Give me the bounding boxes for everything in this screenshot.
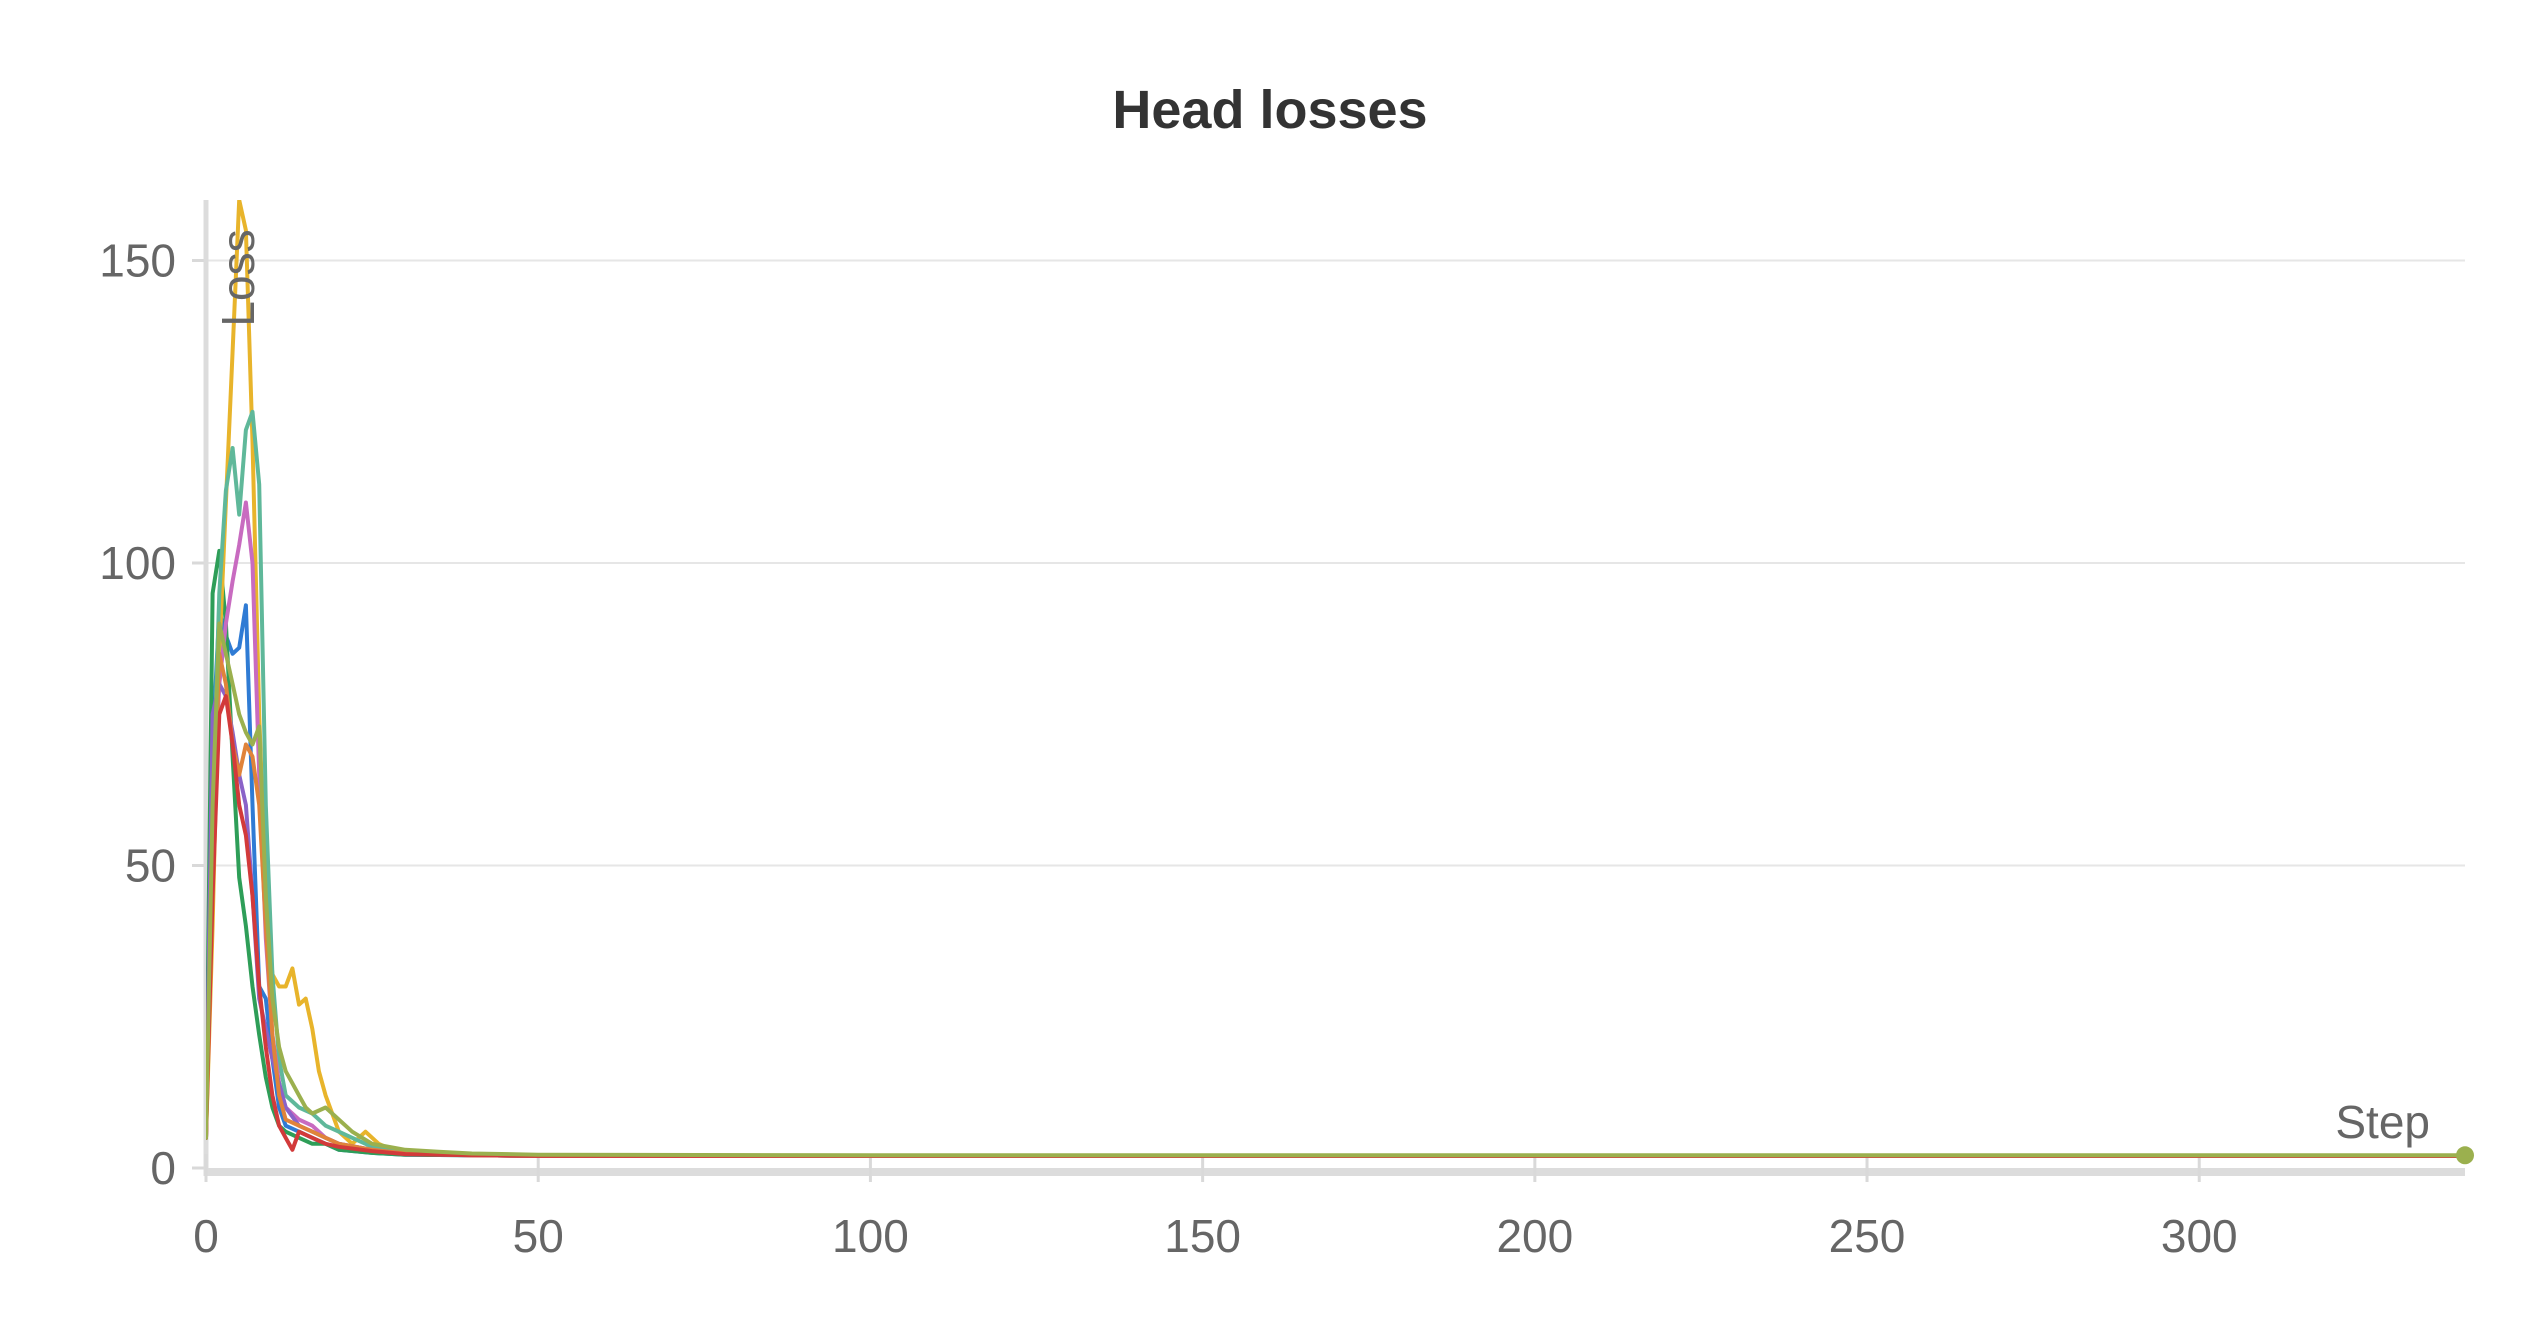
y-tick-label-50: 50 xyxy=(125,840,176,892)
y-axis-label: Loss xyxy=(212,229,264,326)
y-tick-label-150: 150 xyxy=(99,235,176,287)
x-tick-label-50: 50 xyxy=(513,1210,564,1262)
series-line-7 xyxy=(206,651,2467,1158)
x-axis-label: Step xyxy=(2335,1096,2430,1148)
x-tick-label-200: 200 xyxy=(1496,1210,1573,1262)
series-line-5 xyxy=(206,500,2467,1158)
chart-title: Head losses xyxy=(1112,80,1427,140)
series-line-9 xyxy=(206,621,2467,1158)
x-tick-label-300: 300 xyxy=(2161,1210,2238,1262)
series-line-4 xyxy=(206,409,2467,1158)
series-line-8 xyxy=(206,694,2467,1158)
x-tick-label-150: 150 xyxy=(1164,1210,1241,1262)
series-line-3 xyxy=(206,200,2467,1158)
series-line-6 xyxy=(206,682,2467,1158)
series-end-marker xyxy=(2456,1146,2474,1165)
axes xyxy=(192,200,2465,1182)
tick-labels: 0 50 100 150 0 50 100 150 200 250 300 xyxy=(99,235,2237,1263)
series-lines xyxy=(206,200,2474,1165)
y-tick-label-0: 0 xyxy=(150,1142,176,1194)
series-line-2 xyxy=(206,548,2467,1158)
x-tick-label-250: 250 xyxy=(1829,1210,1906,1262)
grid-lines xyxy=(206,259,2465,867)
series-line-1 xyxy=(206,603,2467,1158)
x-tick-label-0: 0 xyxy=(193,1210,219,1262)
y-tick-label-100: 100 xyxy=(99,537,176,589)
x-tick-label-100: 100 xyxy=(832,1210,909,1262)
